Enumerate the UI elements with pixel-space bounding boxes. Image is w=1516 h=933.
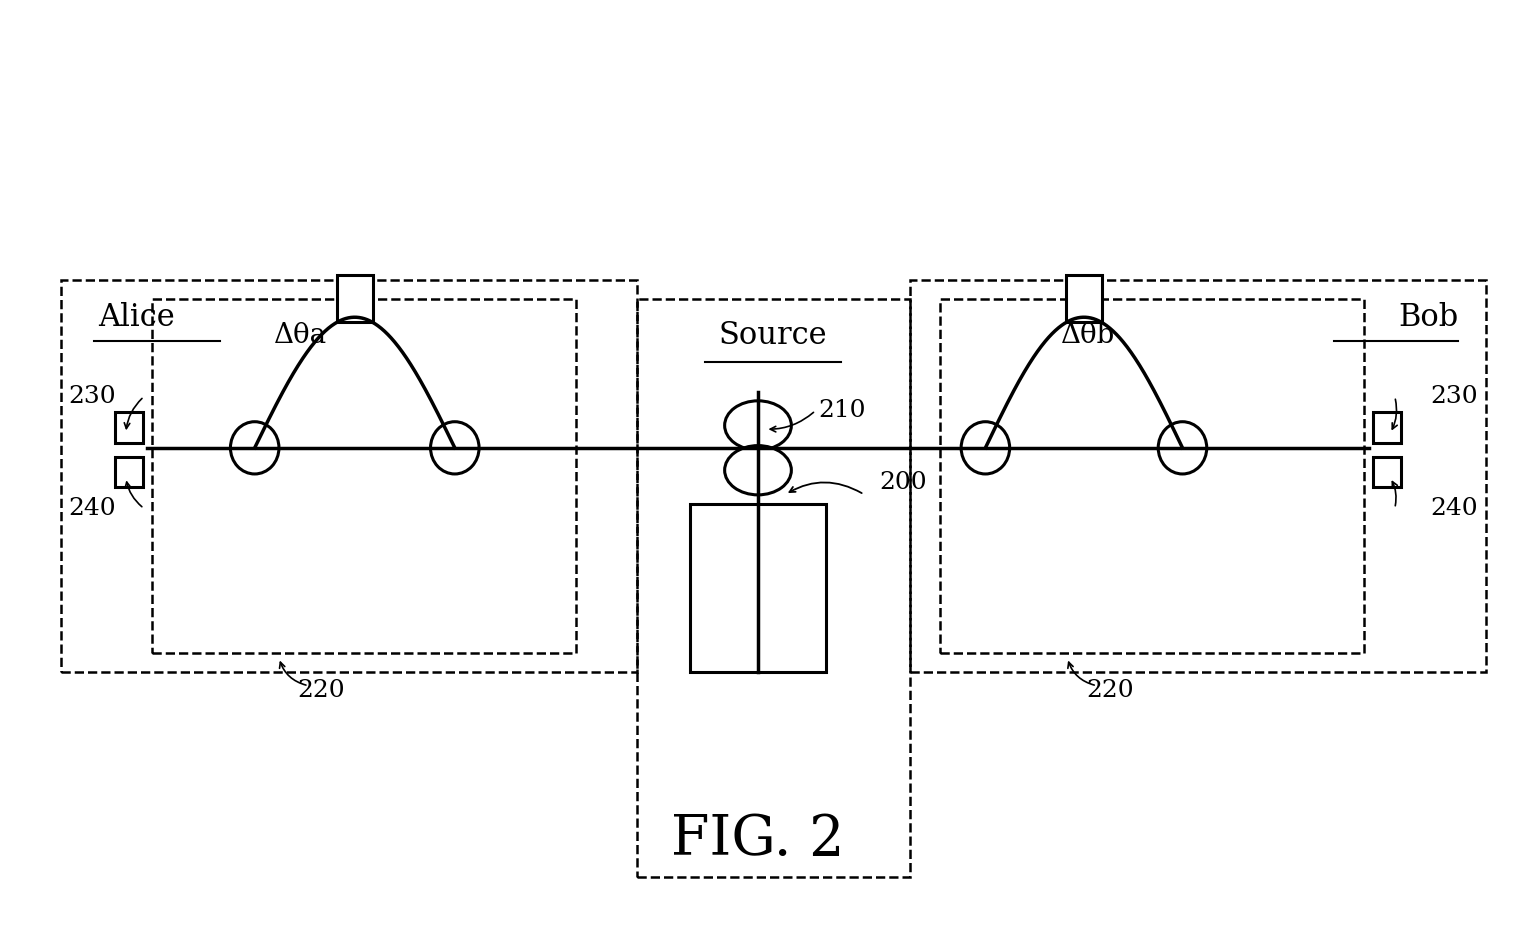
Bar: [910, 280, 1486, 672]
Text: Source: Source: [719, 320, 828, 352]
Text: Alice: Alice: [99, 301, 176, 333]
Text: Bob: Bob: [1398, 301, 1458, 333]
Ellipse shape: [1158, 422, 1207, 474]
Bar: [940, 299, 1364, 653]
Bar: [690, 504, 826, 672]
Text: Δθb: Δθb: [1061, 323, 1116, 349]
Text: 210: 210: [819, 399, 866, 422]
Ellipse shape: [431, 422, 479, 474]
Ellipse shape: [725, 446, 791, 494]
Text: 220: 220: [297, 679, 346, 702]
Bar: [1373, 457, 1401, 487]
Text: 240: 240: [1431, 497, 1478, 520]
Bar: [637, 299, 910, 877]
Text: 220: 220: [1085, 679, 1134, 702]
Bar: [115, 412, 143, 442]
Bar: [115, 457, 143, 487]
Text: 230: 230: [68, 385, 115, 408]
Text: FIG. 2: FIG. 2: [672, 813, 844, 867]
Text: Δθa: Δθa: [273, 323, 327, 349]
Bar: [337, 275, 373, 322]
Bar: [1373, 412, 1401, 442]
Text: 200: 200: [879, 471, 926, 494]
Bar: [1066, 275, 1102, 322]
Ellipse shape: [230, 422, 279, 474]
Text: 230: 230: [1431, 385, 1478, 408]
Bar: [61, 280, 637, 672]
Bar: [152, 299, 576, 653]
Text: 240: 240: [68, 497, 115, 520]
Ellipse shape: [725, 401, 791, 450]
Ellipse shape: [961, 422, 1010, 474]
